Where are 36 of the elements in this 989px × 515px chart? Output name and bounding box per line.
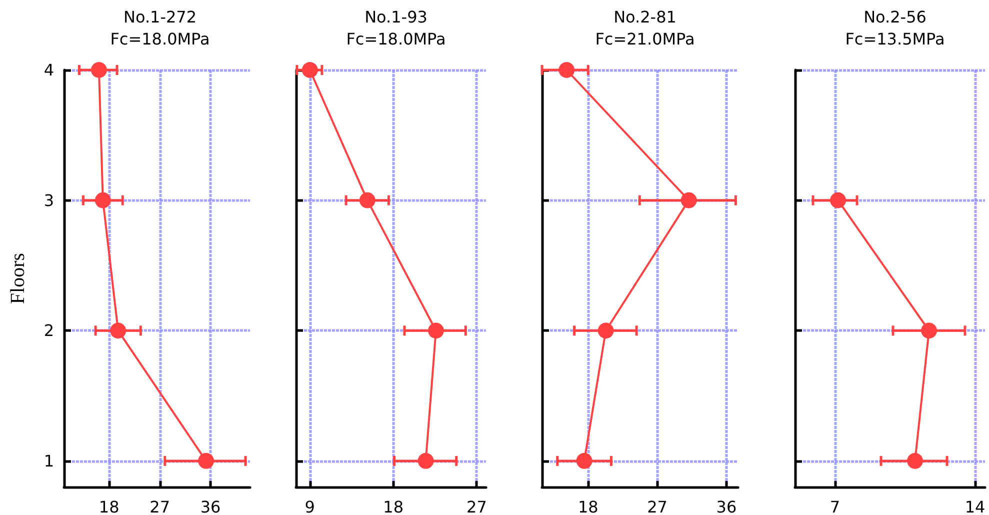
x-tick-label: 7 <box>830 498 840 515</box>
point <box>90 62 107 78</box>
x-tick-label: 27 <box>150 498 170 515</box>
y-tick-label: 4 <box>44 60 54 80</box>
point <box>576 452 592 469</box>
x-tick-label: 18 <box>578 498 598 515</box>
point <box>418 452 434 469</box>
point <box>359 192 376 208</box>
point <box>428 322 444 339</box>
x-tick-label: 9 <box>304 498 315 515</box>
x-tick-label: 36 <box>716 498 737 515</box>
y-axis-title: Floors <box>7 252 29 304</box>
point <box>198 452 214 469</box>
x-tick-label: 18 <box>98 498 120 515</box>
point <box>302 62 318 78</box>
point <box>598 322 614 339</box>
x-tick-label: 18 <box>383 498 404 515</box>
y-tick-label: 1 <box>44 451 54 470</box>
point <box>110 322 126 339</box>
x-tick-label: 27 <box>466 498 487 515</box>
chart-title: No.2-56 <box>864 8 926 26</box>
chart-subtitle: Fc=21.0MPa <box>595 30 695 48</box>
chart-subtitle: Fc=18.0MPa <box>110 30 210 48</box>
y-tick-label: 3 <box>44 190 54 210</box>
chart-subtitle: Fc=13.5MPa <box>845 30 945 48</box>
chart-title: No.1-272 <box>123 8 197 26</box>
y-tick-label: 2 <box>44 321 54 340</box>
point <box>94 192 111 208</box>
x-tick-label: 36 <box>200 498 221 515</box>
chart-subtitle: Fc=18.0MPa <box>346 30 446 48</box>
chart-title: No.2-81 <box>614 8 676 26</box>
x-tick-label: 27 <box>647 498 668 515</box>
x-tick-label: 14 <box>964 498 986 515</box>
point <box>680 192 697 208</box>
chart-title: No.1-93 <box>364 8 428 26</box>
point <box>558 62 575 78</box>
